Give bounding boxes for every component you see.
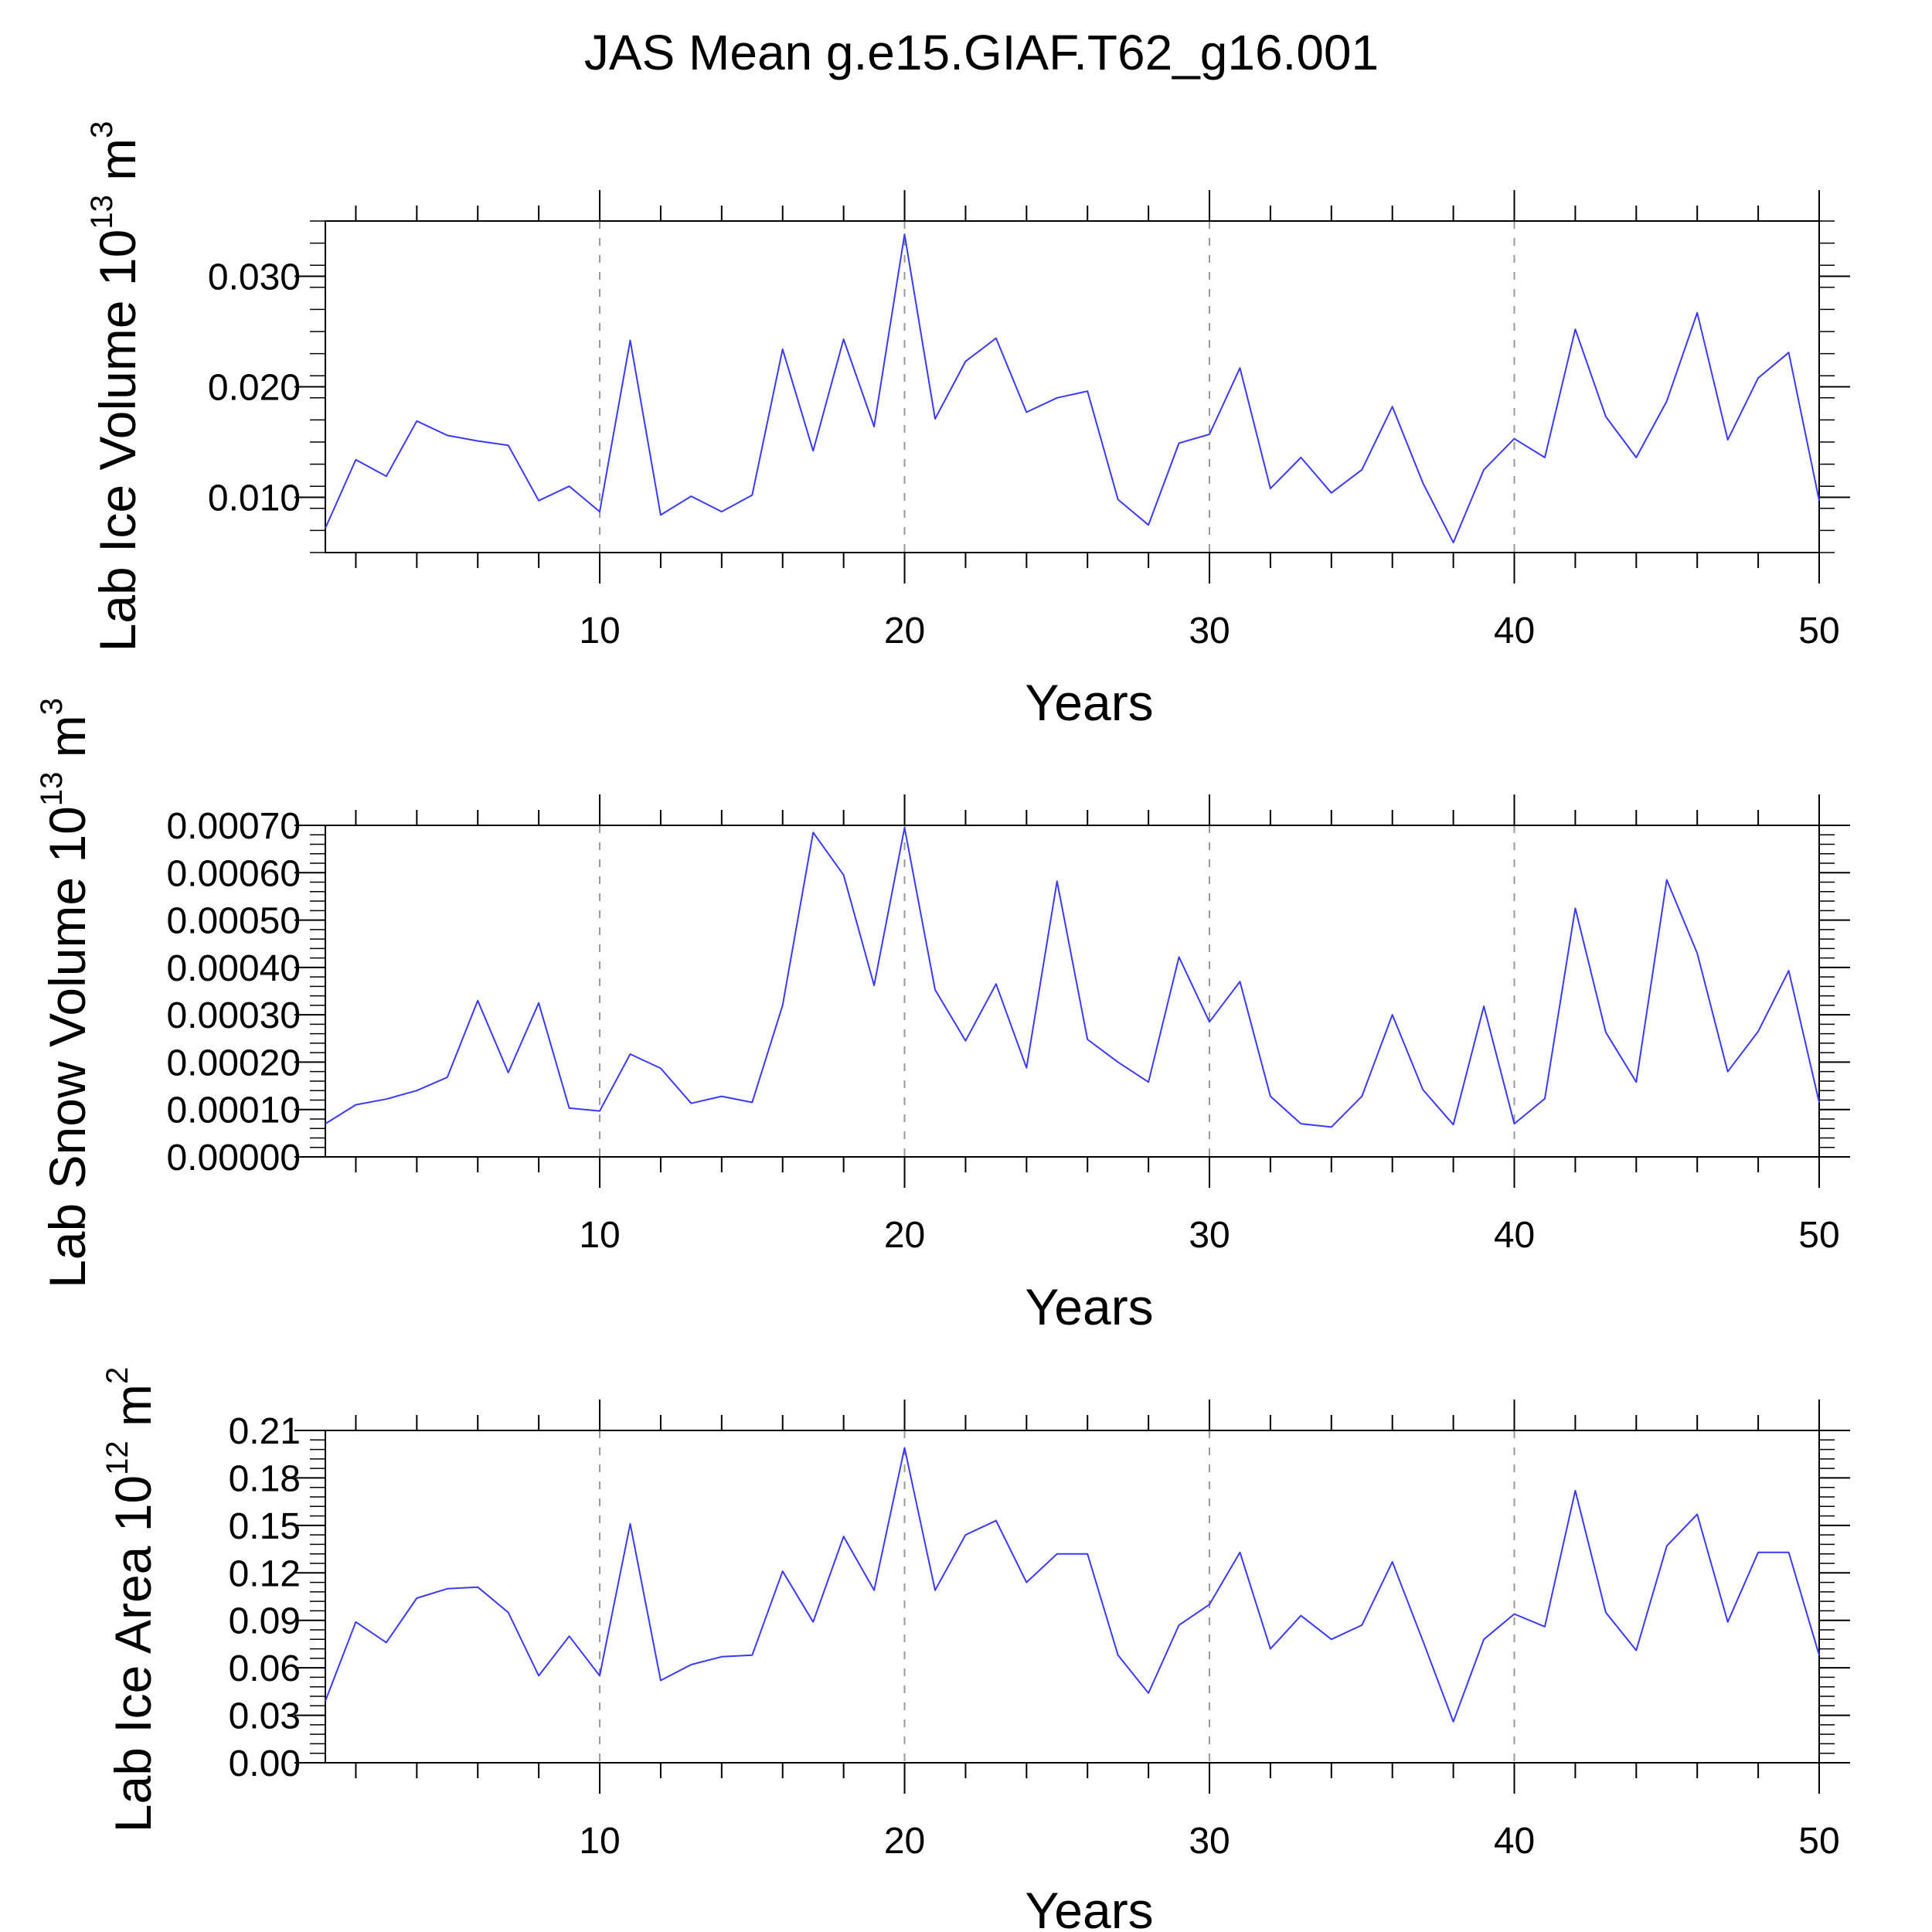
x-tick-label: 10 <box>579 1215 620 1256</box>
y-tick-label: 0.00010 <box>166 1090 301 1131</box>
x-tick-label: 40 <box>1494 611 1535 651</box>
x-axis-title: Years <box>1025 674 1153 731</box>
y-tick-label: 0.21 <box>229 1411 301 1452</box>
series-line <box>325 1447 1820 1723</box>
x-axis-title: Years <box>1025 1278 1153 1335</box>
y-tick-label: 0.00050 <box>166 901 301 942</box>
series-line <box>325 233 1820 544</box>
panels: 10 20 30 40 50 Years 0.010 0.020 0.030 Lab Ice Vo… <box>35 121 1850 1932</box>
y-tick-label: 0.00 <box>229 1743 301 1784</box>
x-tick-label: 50 <box>1798 1215 1839 1256</box>
y-tick-label: 0.00060 <box>166 853 301 894</box>
x-axis-title: Years <box>1025 1882 1153 1932</box>
x-tick-label: 30 <box>1189 1215 1230 1256</box>
panel-1: 10 20 30 40 50 Years 0.010 0.020 0.030 Lab Ice Vo… <box>85 121 1850 731</box>
x-tick-label: 10 <box>579 611 620 651</box>
y-tick-label: 0.030 <box>208 257 301 298</box>
y-axis-title: Lab Ice Area 1012 m2 <box>100 1367 162 1832</box>
y-tick-label: 0.00000 <box>166 1138 301 1179</box>
y-tick-label: 0.020 <box>208 368 301 409</box>
chart-title: JAS Mean g.e15.GIAF.T62_g16.001 <box>584 25 1379 80</box>
y-tick-label: 0.09 <box>229 1601 301 1642</box>
plot-frame <box>325 825 1820 1158</box>
y-tick-label: 0.00020 <box>166 1043 301 1083</box>
y-tick-label: 0.010 <box>208 478 301 519</box>
y-tick-label: 0.15 <box>229 1506 301 1547</box>
y-tick-label: 0.06 <box>229 1648 301 1689</box>
x-tick-label: 30 <box>1189 1821 1230 1862</box>
panel-2: 10 20 30 40 50 Years 0.00000 0.00010 0.00020 0.00… <box>35 698 1850 1335</box>
x-tick-label: 20 <box>884 611 925 651</box>
x-tick-label: 30 <box>1189 611 1230 651</box>
y-tick-label: 0.00040 <box>166 948 301 989</box>
y-tick-label: 0.12 <box>229 1553 301 1594</box>
series-line <box>325 827 1820 1128</box>
x-tick-label: 50 <box>1798 1821 1839 1862</box>
y-tick-label: 0.00070 <box>166 806 301 847</box>
x-tick-label: 10 <box>579 1821 620 1862</box>
panel-3: 10 20 30 40 50 Years 0.00 0.03 0.06 0.09 0.12 0.15 0… <box>100 1367 1850 1932</box>
x-tick-label: 20 <box>884 1215 925 1256</box>
x-tick-label: 40 <box>1494 1215 1535 1256</box>
y-axis-title: Lab Ice Volume 1013 m3 <box>85 121 146 652</box>
x-tick-label: 40 <box>1494 1821 1535 1862</box>
y-tick-label: 0.03 <box>229 1696 301 1737</box>
y-axis-title: Lab Snow Volume 1013 m3 <box>35 698 96 1288</box>
x-tick-label: 20 <box>884 1821 925 1862</box>
y-tick-label: 0.00030 <box>166 995 301 1036</box>
plot-frame <box>325 1430 1820 1764</box>
y-tick-label: 0.18 <box>229 1458 301 1499</box>
x-tick-label: 50 <box>1798 611 1839 651</box>
